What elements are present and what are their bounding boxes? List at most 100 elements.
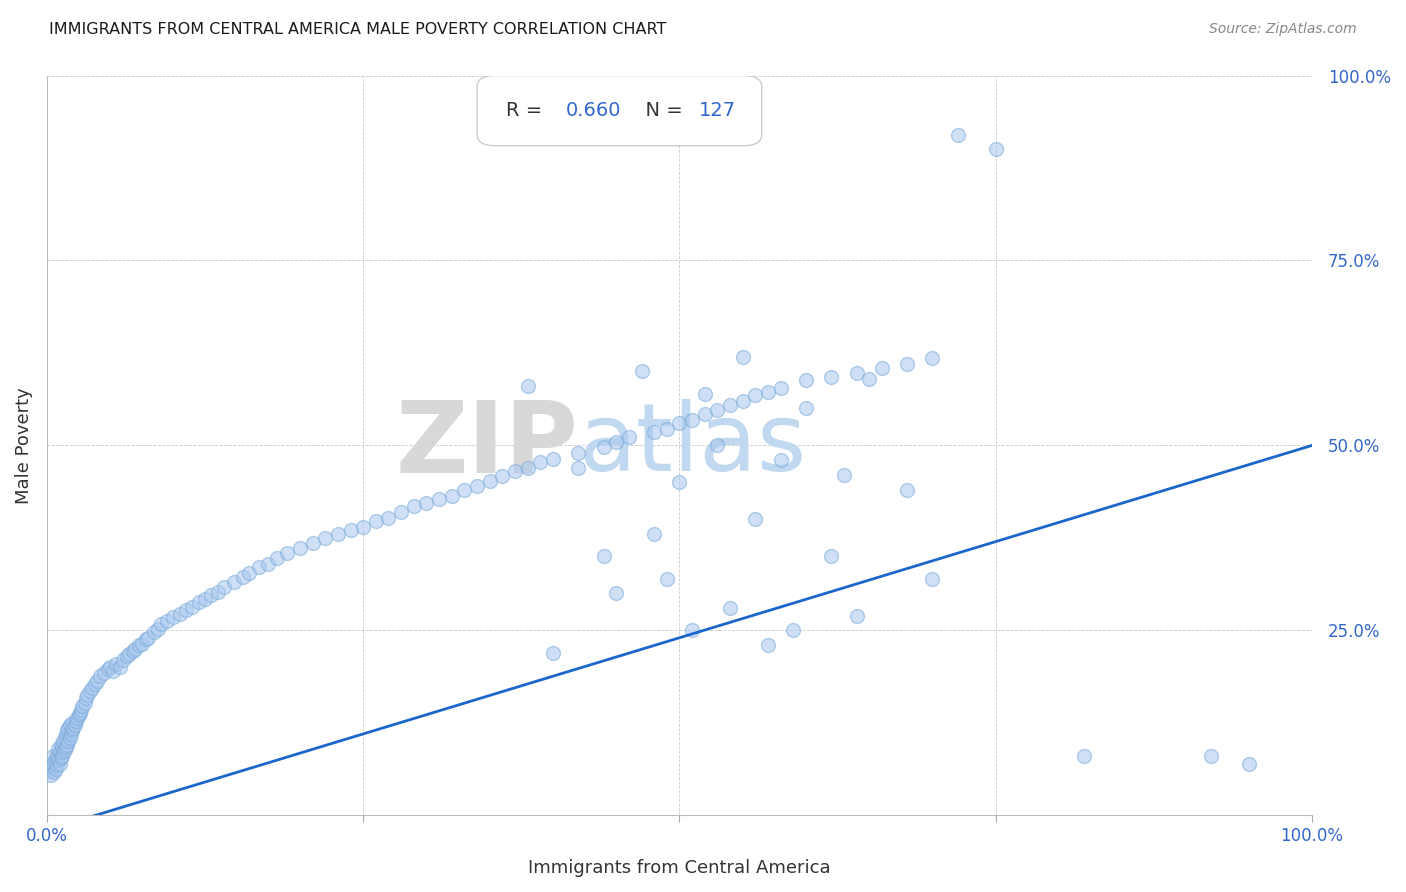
Point [820,549,842,564]
Point [46,758,69,772]
Point [832,468,855,483]
Point [491,469,513,483]
Point [73,696,96,710]
Point [45,763,67,777]
Point [111,653,134,667]
Point [49,738,72,752]
Point [42,749,65,764]
Point [681,412,703,426]
Point [76,689,98,703]
Point [124,641,146,656]
Point [238,566,260,580]
Point [115,649,138,664]
Point [56,723,79,738]
Point [98,660,121,674]
Point [45,750,67,764]
Point [75,691,97,706]
Point [58,721,80,735]
Point [62,721,84,735]
Point [110,660,132,674]
Point [63,718,86,732]
Point [48,756,70,771]
Point [249,560,271,574]
Point [135,632,157,647]
Point [131,637,153,651]
Point [402,499,425,513]
Point [718,398,741,412]
Point [858,372,880,386]
Point [440,489,463,503]
Point [162,610,184,624]
Point [232,570,254,584]
Point [744,512,766,526]
Text: R =: R = [506,101,548,120]
Point [60,715,83,730]
Point [794,373,817,387]
Point [136,631,159,645]
Point [744,388,766,402]
Text: Source: ZipAtlas.com: Source: ZipAtlas.com [1209,22,1357,37]
Point [56,738,79,752]
Point [769,381,792,395]
Point [643,527,665,541]
Point [42,760,65,774]
Point [52,734,75,748]
Point [896,483,918,497]
Point [55,740,77,755]
Point [72,698,94,713]
Point [105,657,128,671]
Point [427,491,450,506]
Point [503,464,526,478]
Point [49,750,72,764]
Point [301,536,323,550]
Point [516,379,538,393]
Point [668,475,690,490]
Point [567,460,589,475]
Point [224,575,246,590]
Point [592,549,614,564]
Point [693,408,716,422]
Point [93,666,115,681]
Point [870,360,893,375]
Point [212,581,235,595]
Point [46,741,69,756]
X-axis label: Immigrants from Central America: Immigrants from Central America [529,859,831,877]
Point [921,351,943,365]
Point [101,664,124,678]
Point [769,453,792,467]
Point [156,615,179,629]
Point [67,708,90,723]
Point [478,474,501,488]
Point [44,755,66,769]
Point [529,455,551,469]
Point [567,446,589,460]
Point [718,601,741,615]
Point [389,505,412,519]
Point [97,662,120,676]
Point [174,602,197,616]
Text: N =: N = [633,101,689,120]
Point [1199,749,1222,764]
Point [605,434,627,449]
Point [984,143,1007,157]
Point [53,731,76,745]
Point [415,496,437,510]
Point [84,676,107,690]
Point [921,572,943,586]
Point [364,514,387,528]
Point [51,740,73,755]
Point [896,357,918,371]
Point [52,746,75,760]
Point [681,624,703,638]
Point [194,592,217,607]
Point [266,550,288,565]
Text: ZIP: ZIP [395,397,578,494]
Point [143,624,166,639]
Point [86,673,108,688]
Point [48,746,70,760]
Point [39,767,62,781]
Y-axis label: Male Poverty: Male Poverty [15,387,32,504]
Point [59,727,82,741]
Text: 0.660: 0.660 [565,101,621,120]
Point [314,531,336,545]
